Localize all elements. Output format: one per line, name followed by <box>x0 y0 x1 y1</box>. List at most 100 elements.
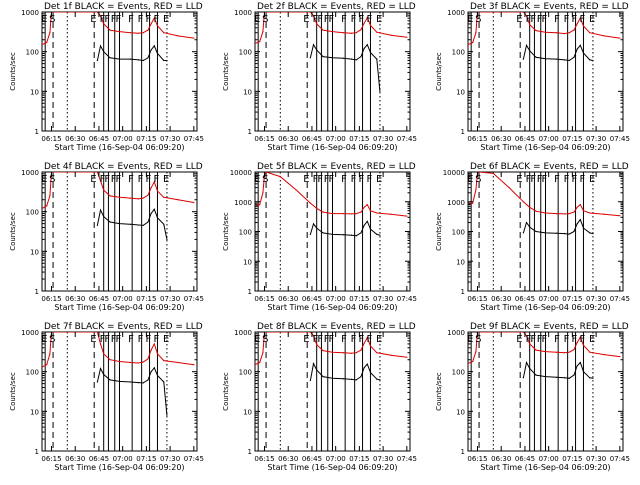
series-point-events <box>525 44 528 46</box>
x-tick-label: 06:45 <box>89 455 109 463</box>
series-point-lld <box>522 201 524 203</box>
event-marker-label: S <box>49 14 55 25</box>
series-point-lld <box>369 210 372 212</box>
series-point-lld <box>522 12 524 13</box>
event-marker-label: F <box>572 174 578 185</box>
series-point-events <box>137 59 140 61</box>
series-point-lld <box>153 181 155 183</box>
chart-panel-5: Det 5f BLACK = Events, RED = LLD 1 10 100 10… <box>222 162 417 312</box>
series-point-events <box>535 230 537 233</box>
series-point-events <box>379 90 381 92</box>
series-point-lld <box>279 176 281 178</box>
event-marker-label: F <box>329 14 335 25</box>
series-point-events <box>360 376 362 378</box>
x-tick-label: 06:15 <box>41 455 61 463</box>
series-point-lld <box>360 29 362 31</box>
series-point-events <box>129 381 132 383</box>
series-point-lld <box>150 23 152 25</box>
series-point-lld <box>42 44 43 46</box>
series-point-lld <box>535 29 537 32</box>
series-point-lld <box>390 34 392 36</box>
event-marker-label: E <box>303 174 309 185</box>
series-point-lld <box>193 364 195 366</box>
event-marker-label: F <box>542 174 548 185</box>
y-axis-label: Counts/sec <box>222 372 230 411</box>
series-point-events <box>544 58 547 60</box>
series-point-lld <box>295 189 297 191</box>
event-marker-label: F <box>100 14 106 25</box>
series-point-lld <box>603 353 605 356</box>
series-point-events <box>331 233 334 235</box>
series-point-events <box>129 223 132 225</box>
event-marker-label: F <box>138 334 144 345</box>
series-point-lld <box>309 12 311 13</box>
x-tick-label: 07:00 <box>326 455 346 463</box>
series-point-lld <box>331 31 334 33</box>
series-point-lld <box>576 206 578 208</box>
y-tick-label: 1000 <box>21 329 39 337</box>
event-marker-label: E <box>163 174 169 185</box>
series-point-lld <box>129 361 132 364</box>
chart-title: Det 5f BLACK = Events, RED = LLD <box>257 162 416 172</box>
x-tick-label: 07:15 <box>562 295 582 303</box>
series-point-lld <box>563 213 566 215</box>
event-marker-label: F <box>116 174 122 185</box>
y-tick-label: 100 <box>239 229 252 237</box>
y-tick-label: 10 <box>243 88 252 96</box>
series-point-lld <box>544 31 547 33</box>
series-point-events <box>555 58 558 60</box>
event-marker-label: F <box>351 174 357 185</box>
series-point-events <box>544 376 547 378</box>
chart-panel-6: Det 6f BLACK = Events, RED = LLD 1 10 100 10… <box>435 162 630 312</box>
event-marker-label: F <box>317 174 323 185</box>
x-tick-label: 06:30 <box>491 135 511 143</box>
series-point-events <box>369 371 372 374</box>
y-tick-label: 100 <box>26 369 39 377</box>
series-point-lld <box>568 32 570 34</box>
series-point-events <box>109 221 111 223</box>
series-point-lld <box>99 343 102 345</box>
y-tick-label: 100 <box>239 369 252 377</box>
series-point-lld <box>147 194 149 196</box>
series-point-lld <box>262 192 264 194</box>
series-point-lld <box>576 342 578 344</box>
event-marker-label: F <box>366 174 372 185</box>
event-marker-label: E <box>254 334 260 345</box>
event-marker-label: F <box>530 14 536 25</box>
event-marker-label: E <box>90 174 96 185</box>
y-tick-label: 1 <box>35 128 39 136</box>
series-point-lld <box>363 206 365 208</box>
x-tick-label: 06:30 <box>278 135 298 143</box>
chart-title: Det 4f BLACK = Events, RED = LLD <box>44 162 203 172</box>
series-point-lld <box>265 172 267 173</box>
x-tick-label: 07:00 <box>539 295 559 303</box>
series-point-lld <box>589 212 591 214</box>
series-point-events <box>355 59 357 61</box>
series-point-events <box>573 230 575 233</box>
series-point-lld <box>52 172 54 173</box>
series-point-lld <box>99 180 102 182</box>
y-tick-label: 1 <box>35 288 39 296</box>
y-tick-label: 1 <box>248 448 252 456</box>
y-axis-label: Counts/sec <box>435 212 443 251</box>
event-marker-label: F <box>313 14 319 25</box>
y-tick-label: 10 <box>243 408 252 416</box>
event-marker-label: E <box>589 174 595 185</box>
series-point-events <box>363 224 365 227</box>
y-tick-label: 1 <box>461 448 465 456</box>
series-point-events <box>150 371 152 373</box>
series-point-lld <box>472 41 474 44</box>
series-point-lld <box>535 349 537 351</box>
event-marker-label: E <box>303 14 309 25</box>
plot-area <box>255 12 408 131</box>
plot-area <box>42 172 195 291</box>
x-tick-label: 07:45 <box>397 135 417 143</box>
series-line-lld <box>468 332 620 365</box>
event-marker-label: F <box>341 334 347 345</box>
series-point-lld <box>529 343 531 345</box>
event-marker-label: F <box>351 14 357 25</box>
series-point-events <box>312 44 315 46</box>
x-tick-label: 07:30 <box>373 455 393 463</box>
series-point-events <box>576 223 578 225</box>
event-marker-label: F <box>153 174 159 185</box>
